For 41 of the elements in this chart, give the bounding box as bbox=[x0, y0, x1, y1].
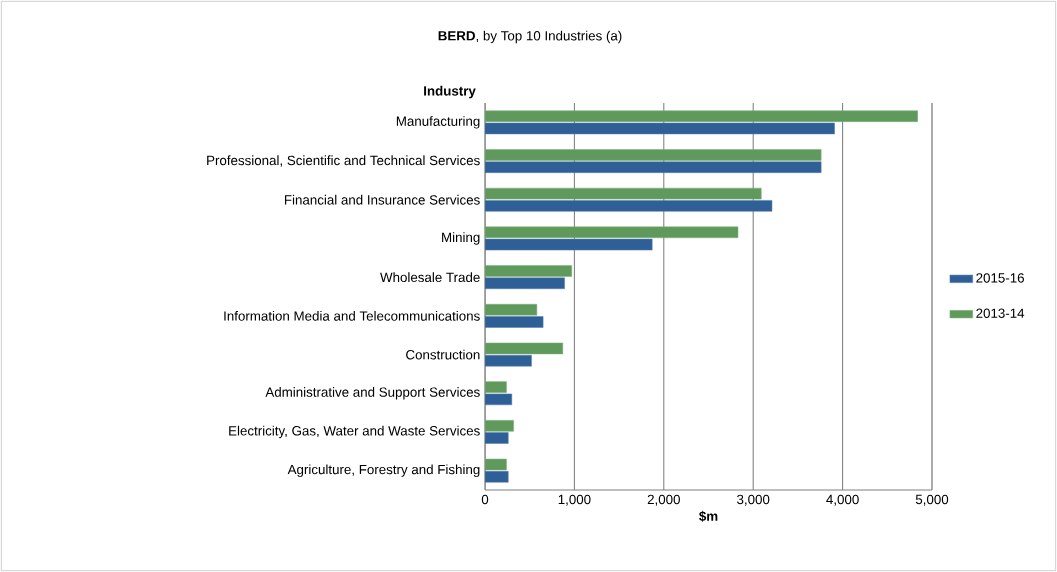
bar bbox=[485, 149, 822, 161]
x-tick-label: 1,000 bbox=[558, 494, 591, 506]
x-tick-label: 4,000 bbox=[826, 494, 859, 506]
y-tick-label: Financial and Insurance Services bbox=[284, 194, 480, 205]
legend-label: 2013-14 bbox=[976, 308, 1025, 318]
bar bbox=[485, 316, 544, 328]
y-tick-label: Information Media and Telecommunications bbox=[224, 310, 480, 321]
y-tick-label: Mining bbox=[442, 232, 480, 245]
y-axis-title: Industry bbox=[424, 85, 476, 99]
bar bbox=[485, 458, 507, 471]
bar bbox=[485, 471, 509, 483]
bar bbox=[485, 200, 773, 212]
x-tick-label: 0 bbox=[481, 494, 489, 505]
bar bbox=[485, 110, 918, 122]
x-tick-label: 3,000 bbox=[737, 494, 770, 506]
bar bbox=[485, 161, 822, 173]
y-tick-label: Agriculture, Forestry and Fishing bbox=[287, 464, 480, 477]
bar bbox=[485, 277, 565, 290]
bar bbox=[485, 354, 532, 367]
y-tick-label: Manufacturing bbox=[396, 116, 480, 129]
bar bbox=[485, 238, 653, 251]
bar bbox=[485, 226, 739, 239]
bar bbox=[485, 420, 514, 432]
chart-title: BERD, by Top 10 Industries (a) bbox=[438, 30, 622, 44]
y-tick-label: Wholesale Trade bbox=[380, 272, 480, 283]
bar bbox=[485, 122, 835, 135]
bar bbox=[485, 303, 538, 316]
x-tick-label: 5,000 bbox=[915, 494, 949, 506]
bar bbox=[485, 432, 509, 444]
y-tick-label: Electricity, Gas, Water and Waste Services bbox=[229, 425, 480, 439]
y-tick-label: Administrative and Support Services bbox=[265, 387, 480, 400]
y-tick-label: Construction bbox=[406, 349, 480, 360]
bar bbox=[485, 342, 564, 355]
bar bbox=[485, 265, 572, 277]
bar bbox=[485, 393, 513, 406]
legend-label: 2015-16 bbox=[976, 273, 1024, 283]
bar bbox=[485, 187, 762, 200]
x-tick-label: 2,000 bbox=[647, 494, 680, 506]
y-tick-label: Professional, Scientific and Technical Services bbox=[207, 155, 480, 167]
x-axis-title: $m bbox=[699, 510, 718, 522]
bar bbox=[485, 381, 507, 393]
